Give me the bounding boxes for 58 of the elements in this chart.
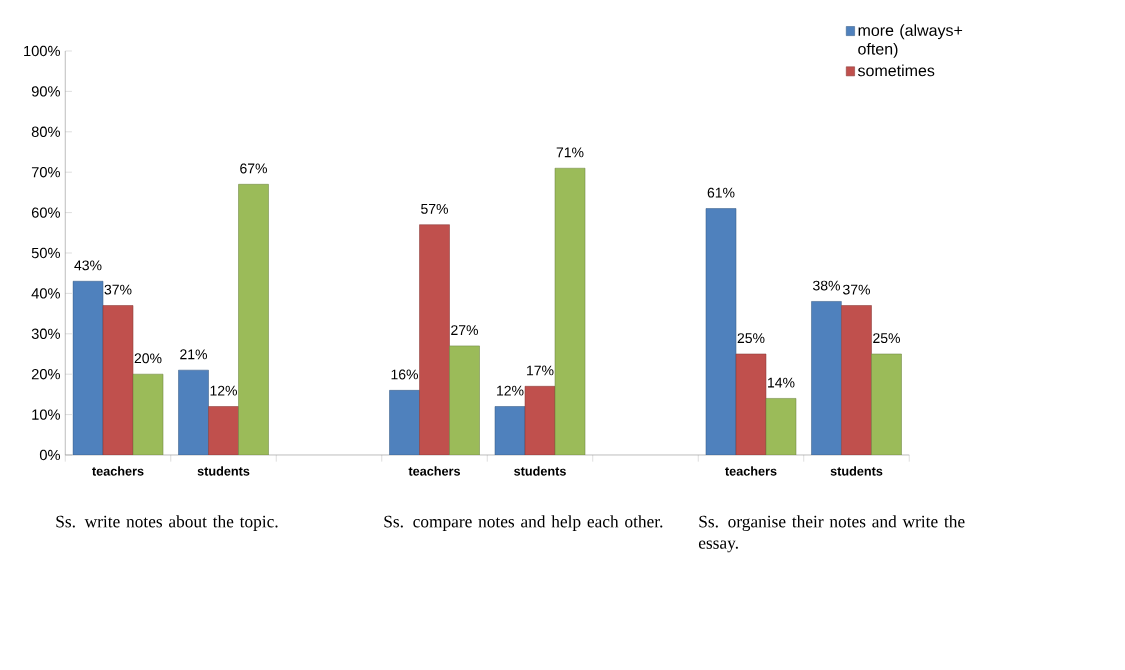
- bar: [132, 373, 164, 455]
- legend-label: sometimes: [857, 64, 935, 77]
- data-label: 27%: [451, 325, 478, 335]
- bar: [811, 301, 842, 455]
- data-label: 21%: [180, 349, 207, 360]
- data-label: 17%: [527, 365, 554, 376]
- x-tick-label: teachers: [92, 466, 144, 476]
- data-label: 71%: [556, 147, 584, 158]
- data-label: 67%: [240, 163, 267, 174]
- x-tick-label: teachers: [725, 466, 777, 476]
- data-label: 16%: [391, 369, 418, 380]
- data-label: 14%: [768, 377, 795, 388]
- data-label: 61%: [707, 187, 735, 198]
- data-label: 57%: [421, 203, 448, 214]
- x-tick-label: students: [197, 466, 250, 476]
- bar: [178, 369, 209, 455]
- bar: [419, 224, 450, 455]
- data-label: 20%: [134, 353, 162, 364]
- legend-label: more (always+ often): [858, 24, 963, 58]
- data-label: 43%: [74, 260, 102, 271]
- data-label: 12%: [497, 385, 524, 396]
- bar: [524, 386, 556, 455]
- text: Ss. compare notes and help each other.: [384, 515, 663, 531]
- y-tick-label: 80%: [31, 126, 61, 137]
- bar: [871, 353, 902, 455]
- bar: [554, 167, 586, 455]
- x-tick-label: teachers: [408, 466, 461, 476]
- bar: [238, 184, 269, 455]
- y-tick-label: 10%: [32, 409, 61, 420]
- x-tick-label: students: [830, 466, 883, 476]
- bar: [705, 208, 737, 455]
- bar: [72, 280, 104, 455]
- y-tick-label: 90%: [31, 86, 61, 97]
- data-label: 38%: [813, 280, 840, 291]
- y-tick-label: 70%: [31, 167, 61, 178]
- x-tick-label: students: [514, 466, 566, 476]
- y-tick-label: 60%: [31, 207, 61, 218]
- bar: [494, 406, 526, 455]
- y-tick-label: 0%: [39, 449, 61, 461]
- data-label: 25%: [737, 333, 765, 344]
- bar: [449, 345, 480, 455]
- y-tick-label: 30%: [31, 328, 61, 339]
- data-label: 25%: [873, 333, 900, 344]
- data-label: 37%: [843, 284, 870, 295]
- y-tick-label: 20%: [31, 369, 61, 380]
- text: Ss. organise their notes and write the essay.: [698, 515, 965, 553]
- y-tick-label: 40%: [31, 288, 61, 299]
- y-tick-label: 50%: [31, 247, 61, 259]
- bar: [841, 305, 872, 455]
- data-label: 12%: [210, 385, 237, 396]
- bar: [765, 398, 797, 455]
- bar: [735, 353, 767, 455]
- bar: [389, 390, 420, 455]
- bar: [208, 406, 239, 455]
- data-label: 37%: [104, 284, 132, 295]
- bar: [102, 305, 134, 455]
- text: Ss. write notes about the topic.: [56, 515, 278, 531]
- y-tick-label: 100%: [24, 45, 60, 57]
